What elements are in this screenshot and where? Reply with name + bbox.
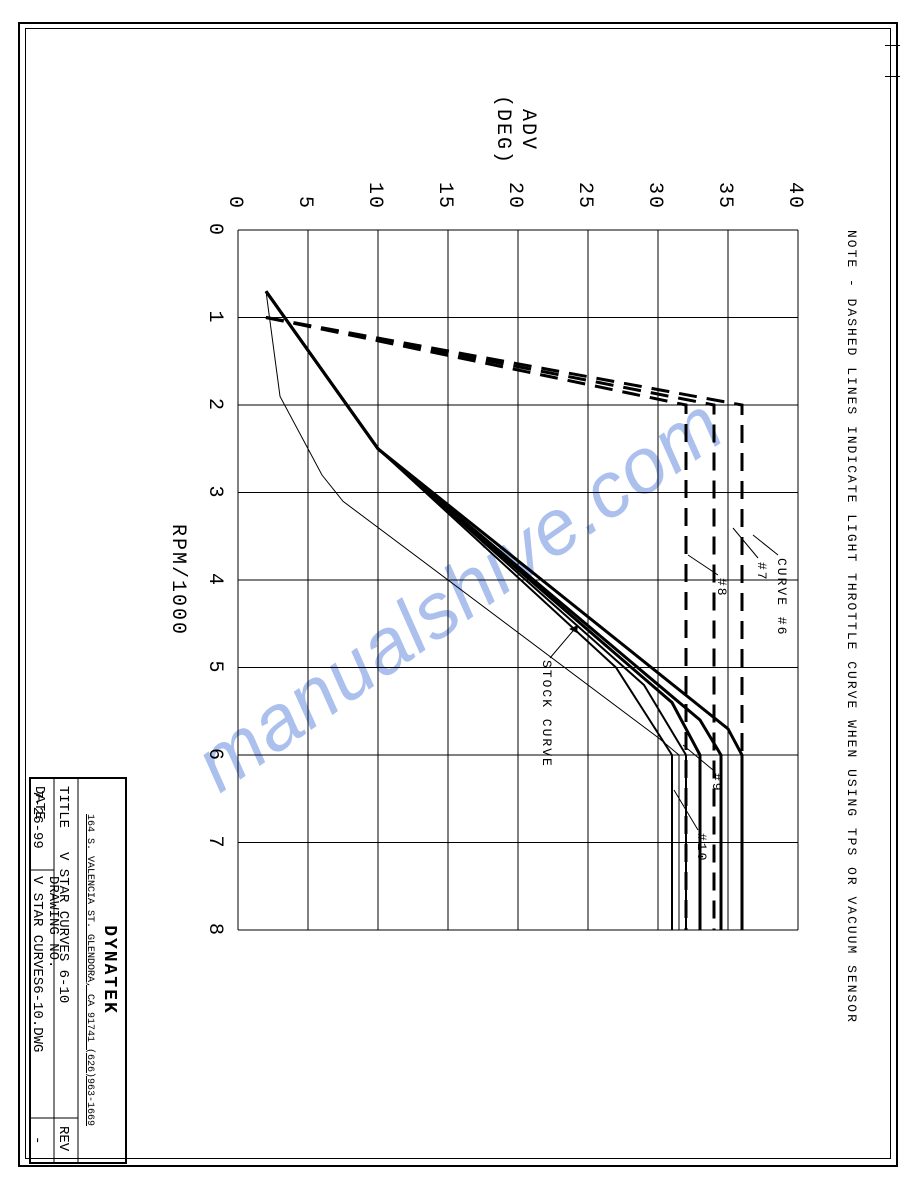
curve-dash8	[266, 318, 686, 931]
label-curve9: #9	[709, 773, 724, 793]
ytick-5: 5	[293, 196, 316, 210]
titleblock: DYNATEK 164 S. VALENCIA ST. GLENDORA, CA…	[29, 778, 126, 1163]
ytick-35: 35	[713, 182, 736, 210]
label-curve7: #7	[754, 562, 769, 582]
drawing: NOTE - DASHED LINES INDICATE LIGHT THROT…	[0, 0, 918, 1188]
ytick-0: 0	[223, 196, 246, 210]
ytick-40: 40	[783, 182, 806, 210]
ytick-15: 15	[433, 182, 456, 210]
x-tick-labels: 0 1 2 3 4 5 6 7 8	[203, 223, 226, 937]
curve-8	[266, 291, 700, 930]
xtick-1: 1	[203, 310, 226, 324]
curve-stock	[266, 291, 679, 930]
tb-dwg: V STAR CURVES6-10.DWG	[29, 876, 45, 1052]
y-axis-label-1: ADV	[516, 109, 539, 151]
tb-title-label: TITLE	[55, 786, 71, 828]
xtick-6: 6	[203, 748, 226, 762]
note-text: NOTE - DASHED LINES INDICATE LIGHT THROT…	[844, 230, 859, 1024]
curve-dash7	[266, 318, 714, 931]
label-stock: STOCK CURVE	[539, 660, 554, 768]
xtick-8: 8	[203, 923, 226, 937]
y-axis-label-2: (DEG)	[491, 95, 514, 165]
tb-rev: -	[29, 1136, 45, 1144]
label-curve8: #8	[714, 578, 729, 598]
xtick-5: 5	[203, 660, 226, 674]
curve-6	[266, 291, 742, 930]
curve-dash6	[266, 318, 742, 931]
tb-dwg-no-label: DRAWING NO.	[45, 876, 61, 968]
label-curve10: #10	[694, 833, 709, 862]
curve-9	[266, 291, 686, 930]
label-curve6: CURVE #6	[774, 558, 789, 636]
ytick-20: 20	[503, 182, 526, 210]
xtick-0: 0	[203, 223, 226, 237]
tb-date: 7-26-99	[29, 790, 45, 849]
tb-company: DYNATEK	[99, 925, 119, 1015]
tb-rev-label: REV	[55, 1126, 71, 1152]
ytick-30: 30	[643, 182, 666, 210]
xtick-2: 2	[203, 398, 226, 412]
xtick-3: 3	[203, 485, 226, 499]
y-tick-labels: 0 5 10 15 20 25 30 35 40	[223, 182, 806, 210]
curve-10	[266, 291, 672, 930]
tb-address: 164 S. VALENCIA ST. GLENDORA, CA 91741 (…	[84, 814, 96, 1126]
xtick-4: 4	[203, 573, 226, 587]
ytick-10: 10	[363, 182, 386, 210]
ytick-25: 25	[573, 182, 596, 210]
xtick-7: 7	[203, 835, 226, 849]
x-axis-label: RPM/1000	[166, 524, 189, 636]
curves	[266, 291, 742, 930]
